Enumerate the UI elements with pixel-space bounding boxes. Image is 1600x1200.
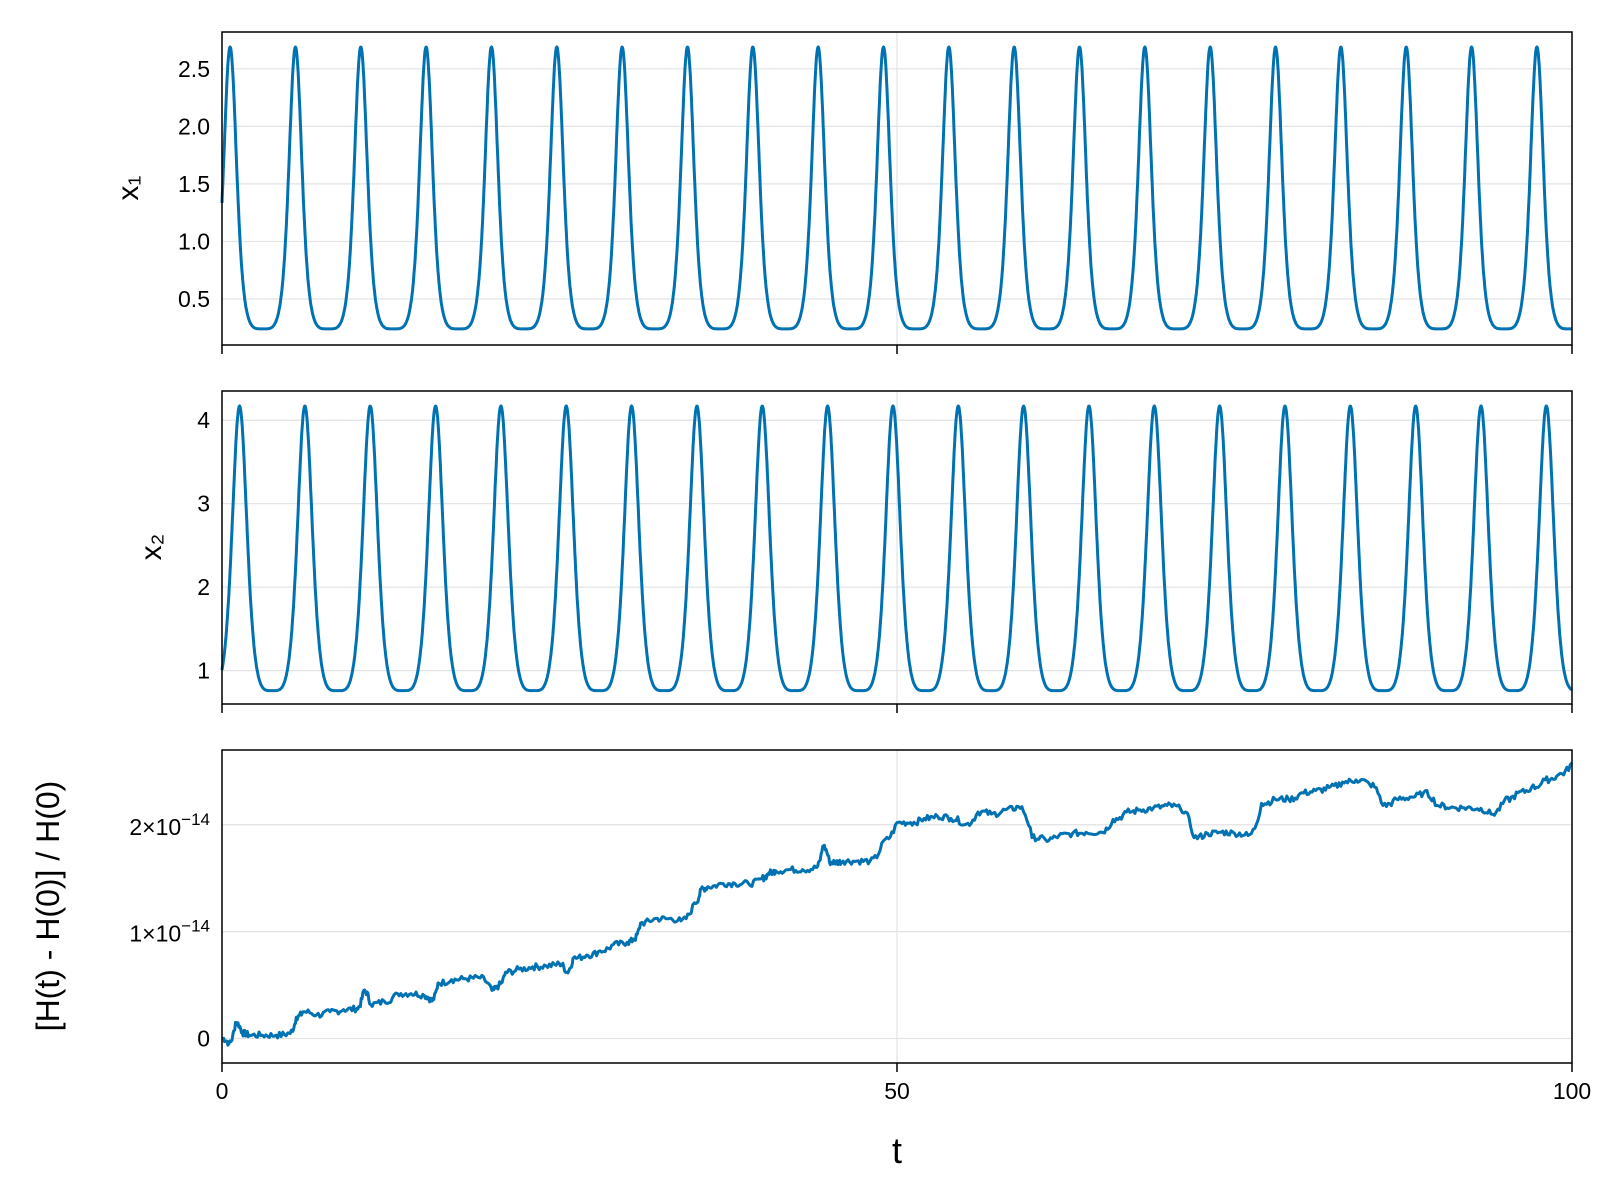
y-tick-mantissa: 2×10 bbox=[129, 814, 181, 840]
y-tick-label: 2.0 bbox=[178, 113, 210, 139]
panel-energy-series-line bbox=[221, 761, 1574, 1047]
y-tick-exponent: −14 bbox=[181, 810, 210, 829]
panel-x1: 0.5 1.0 1.5 2.0 2.5 x₁ bbox=[112, 31, 1573, 354]
panel-energy-ylabel: [H(t) - H(0)] / H(0) bbox=[30, 781, 66, 1032]
panel-x2-series-line bbox=[220, 404, 1573, 693]
x-tick-label: 50 bbox=[884, 1078, 910, 1104]
y-tick-label: 0 bbox=[197, 1025, 210, 1051]
panel-x1-ylabel: x₁ bbox=[112, 175, 145, 200]
x-tick-label: 100 bbox=[1553, 1078, 1591, 1104]
y-tick-exponent: −14 bbox=[181, 917, 210, 936]
y-tick-label: 2×10−14 bbox=[129, 810, 210, 840]
x-tick-label: 0 bbox=[216, 1078, 229, 1104]
panel-x1-ticks: 0.5 1.0 1.5 2.0 2.5 bbox=[178, 56, 1573, 354]
x-axis-label: t bbox=[892, 1130, 902, 1171]
y-tick-label: 1×10−14 bbox=[129, 917, 210, 947]
y-tick-label: 3 bbox=[197, 491, 210, 517]
y-tick-label: 0.5 bbox=[178, 286, 210, 312]
panel-x2-ylabel: x₂ bbox=[135, 534, 168, 561]
y-tick-label: 2.5 bbox=[178, 56, 210, 82]
y-tick-label: 4 bbox=[197, 407, 210, 433]
panel-x1-series-line bbox=[220, 45, 1573, 331]
y-tick-mantissa: 1×10 bbox=[129, 921, 181, 947]
panel-x2: 1 2 3 4 x₂ bbox=[135, 390, 1573, 713]
panel-energy-grid bbox=[221, 750, 1573, 1063]
y-tick-label: 1 bbox=[197, 658, 210, 684]
y-tick-label: 1.0 bbox=[178, 228, 210, 254]
y-tick-label: 2 bbox=[197, 574, 210, 600]
panel-x2-ticks: 1 2 3 4 bbox=[197, 407, 1573, 713]
y-tick-label: 1.5 bbox=[178, 171, 210, 197]
